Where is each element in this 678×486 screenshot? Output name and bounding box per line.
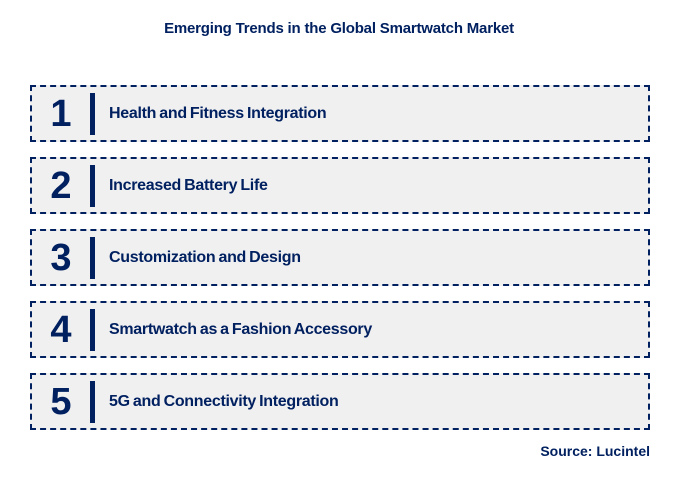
trend-number: 3 [50,236,72,279]
trend-row-1: 1 Health and Fitness Integration [30,85,650,142]
trend-row-2: 2 Increased Battery Life [30,157,650,214]
divider-bar [90,308,95,351]
trend-number: 5 [50,380,72,423]
page-title: Emerging Trends in the Global Smartwatch… [164,20,514,37]
trend-number: 1 [50,92,72,135]
trend-label: Health and Fitness Integration [109,104,327,122]
trend-row-3: 3 Customization and Design [30,229,650,286]
divider-bar [90,380,95,423]
trend-list: 1 Health and Fitness Integration 2 Incre… [30,85,650,445]
trend-row-4: 4 Smartwatch as a Fashion Accessory [30,301,650,358]
divider-bar [90,164,95,207]
trend-row-5: 5 5G and Connectivity Integration [30,373,650,430]
trend-label: Increased Battery Life [109,176,268,194]
trend-label: Customization and Design [109,248,301,266]
trend-label: Smartwatch as a Fashion Accessory [109,320,372,338]
source-attribution: Source: Lucintel [540,443,650,459]
divider-bar [90,236,95,279]
divider-bar [90,92,95,135]
trend-label: 5G and Connectivity Integration [109,392,339,410]
trend-number: 2 [50,164,72,207]
trend-number: 4 [50,308,72,351]
